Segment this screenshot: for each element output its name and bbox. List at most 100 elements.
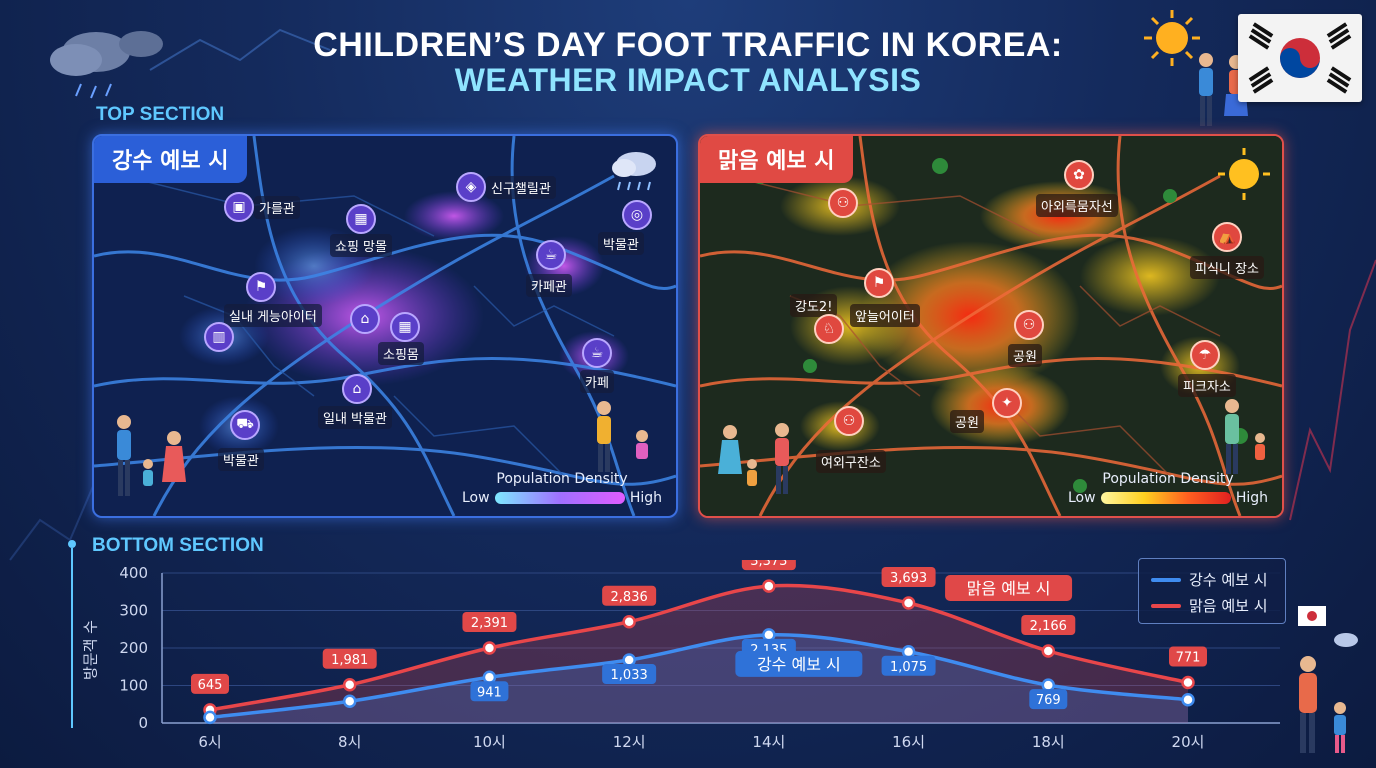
data-point — [1181, 675, 1195, 690]
section-marker — [68, 540, 76, 728]
sun-place-label: 피식니 장소 — [1190, 256, 1264, 279]
data-label-bg — [1169, 646, 1207, 667]
data-label-bg — [602, 585, 657, 606]
y-tick-label: 0 — [138, 714, 148, 732]
sun-place-label: 공원 — [1008, 344, 1042, 367]
data-point — [342, 678, 357, 692]
sunny-forecast-map-panel: 맑음 예보 시 ⚇ ✿ 아외륵뭄자선 ⛺ 피식니 장소 ⚑ 강도2! 앞늘어이터… — [698, 134, 1284, 518]
nature-pin-icon[interactable]: ✿ — [1064, 160, 1094, 190]
family-illustration — [1225, 399, 1265, 474]
legend-low-label: Low — [1068, 490, 1096, 506]
data-label: 771 — [1176, 651, 1201, 666]
shopping-cart-pin-icon[interactable]: ⛟ — [230, 410, 260, 440]
data-point — [762, 628, 776, 642]
family-illustration — [718, 423, 789, 494]
legend-high-label: High — [629, 490, 662, 506]
family-illustration — [597, 401, 648, 472]
page-subtitle: WEATHER IMPACT ANALYSIS — [454, 62, 922, 98]
park-pin-icon[interactable]: ✦ — [992, 388, 1022, 418]
data-label: 941 — [477, 685, 502, 700]
data-point — [1041, 644, 1056, 658]
series-annotation: 맑음 예보 시 — [967, 579, 1051, 598]
density-legend: Population Density Low High — [1068, 471, 1268, 506]
data-label: 1,981 — [331, 653, 368, 668]
data-label: 3,373 — [750, 560, 787, 569]
legend-swatch-blue — [1151, 577, 1181, 582]
bg-trend-line-top — [149, 28, 331, 71]
data-label: 1,033 — [611, 668, 648, 683]
data-label: 769 — [1036, 693, 1061, 708]
sun-icon — [1144, 10, 1200, 66]
playground-pin-icon[interactable]: ⚑ — [246, 272, 276, 302]
rain-place-label: 박물관 — [218, 448, 264, 471]
bottom-section-label: BOTTOM SECTION — [92, 535, 264, 556]
data-label-bg — [881, 567, 936, 587]
legend-high-label: High — [1235, 490, 1268, 506]
rain-place-label: 신구챌릴관 — [486, 176, 556, 199]
family-illustration — [117, 415, 186, 496]
series-annotation: 강수 예보 시 — [757, 655, 841, 674]
data-label-bg — [602, 664, 657, 684]
y-tick-label: 100 — [119, 677, 148, 695]
playground-pin-icon[interactable]: ⚑ — [864, 268, 894, 298]
data-label-bg — [881, 655, 936, 676]
gallery-pin-icon[interactable]: ◈ — [456, 172, 486, 202]
outdoor-pin-icon[interactable]: ⚇ — [834, 406, 864, 436]
series-line — [209, 583, 1189, 712]
museum-center-pin-icon[interactable]: ⌂ — [350, 304, 380, 334]
park-pin-icon[interactable]: ⚇ — [1014, 310, 1044, 340]
amusement-pin-icon[interactable]: ♘ — [814, 314, 844, 344]
rain-place-label: 쇼핑 망몰 — [330, 234, 392, 257]
x-tick-label: 16시 — [892, 733, 925, 751]
density-gradient-bar — [1100, 492, 1231, 504]
rain-place-label: 실내 게능아이터 — [224, 304, 322, 327]
x-tick-label: 20시 — [1172, 733, 1205, 751]
playground-pin-icon[interactable]: ▥ — [204, 322, 234, 352]
bg-trend-line-right — [1289, 259, 1376, 521]
data-point — [901, 645, 916, 659]
shopping-mall-pin-icon[interactable]: ▦ — [390, 312, 420, 342]
rain-place-label: 카페관 — [526, 274, 572, 297]
data-label-bg — [191, 673, 229, 694]
rain-place-label: 일내 박물관 — [318, 406, 392, 429]
sun-place-label: 강도2! — [790, 294, 838, 317]
data-label: 2,166 — [1030, 619, 1067, 634]
rain-panel-title: 강수 예보 시 — [94, 136, 247, 183]
series-annotation-bg — [735, 650, 863, 677]
legend-item-sunny[interactable]: 맑음 예보 시 — [1151, 595, 1268, 616]
rain-forecast-map-panel: 강수 예보 시 ▣ 가를관 ◈ 신구챌릴관 ▦ 쇼핑 망몰 ◎ 박물관 ☕ 카페… — [92, 134, 678, 518]
data-label: 645 — [198, 678, 223, 693]
family-pin-icon[interactable]: ⚇ — [828, 188, 858, 218]
cafe-pin-icon[interactable]: ☕ — [536, 240, 566, 270]
y-tick-label: 200 — [119, 639, 148, 657]
page-title: CHILDREN’S DAY FOOT TRAFFIC IN KOREA: — [313, 26, 1063, 64]
x-tick-label: 6시 — [198, 733, 221, 751]
legend-item-rain[interactable]: 강수 예보 시 — [1151, 569, 1268, 590]
picnic-pin-icon[interactable]: ⛺ — [1212, 222, 1242, 252]
sun-place-label: 공원 — [950, 410, 984, 433]
shopping-pin-icon[interactable]: ▦ — [346, 204, 376, 234]
data-point — [482, 670, 497, 684]
data-point — [203, 710, 217, 725]
sun-small-icon — [1218, 148, 1270, 200]
data-point — [901, 596, 916, 610]
family-illustration-bottom — [1298, 606, 1358, 753]
legend-swatch-red — [1151, 603, 1181, 608]
data-label: 2,836 — [611, 590, 648, 605]
data-point — [762, 579, 776, 593]
data-point — [622, 653, 636, 667]
cafe-pin-icon[interactable]: ☕ — [582, 338, 612, 368]
picnic-area-pin-icon[interactable]: ☂ — [1190, 340, 1220, 370]
legend-label: 강수 예보 시 — [1189, 571, 1268, 589]
series-area — [210, 634, 1188, 723]
museum-pin-icon[interactable]: ▣ — [224, 192, 254, 222]
y-tick-label: 400 — [119, 564, 148, 582]
museum-pin-icon[interactable]: ◎ — [622, 200, 652, 230]
visitor-line-chart: 0 100 200 300 400 6시 8시 10시 12시 14시 16시 18시 20시 645 1,… — [90, 560, 1290, 768]
series-annotation-bg — [945, 575, 1073, 601]
sun-place-label: 여외구잔소 — [816, 450, 886, 473]
data-label-bg — [470, 681, 509, 702]
data-point — [1041, 678, 1056, 692]
indoor-museum-pin-icon[interactable]: ⌂ — [342, 374, 372, 404]
data-label-bg — [322, 648, 377, 669]
